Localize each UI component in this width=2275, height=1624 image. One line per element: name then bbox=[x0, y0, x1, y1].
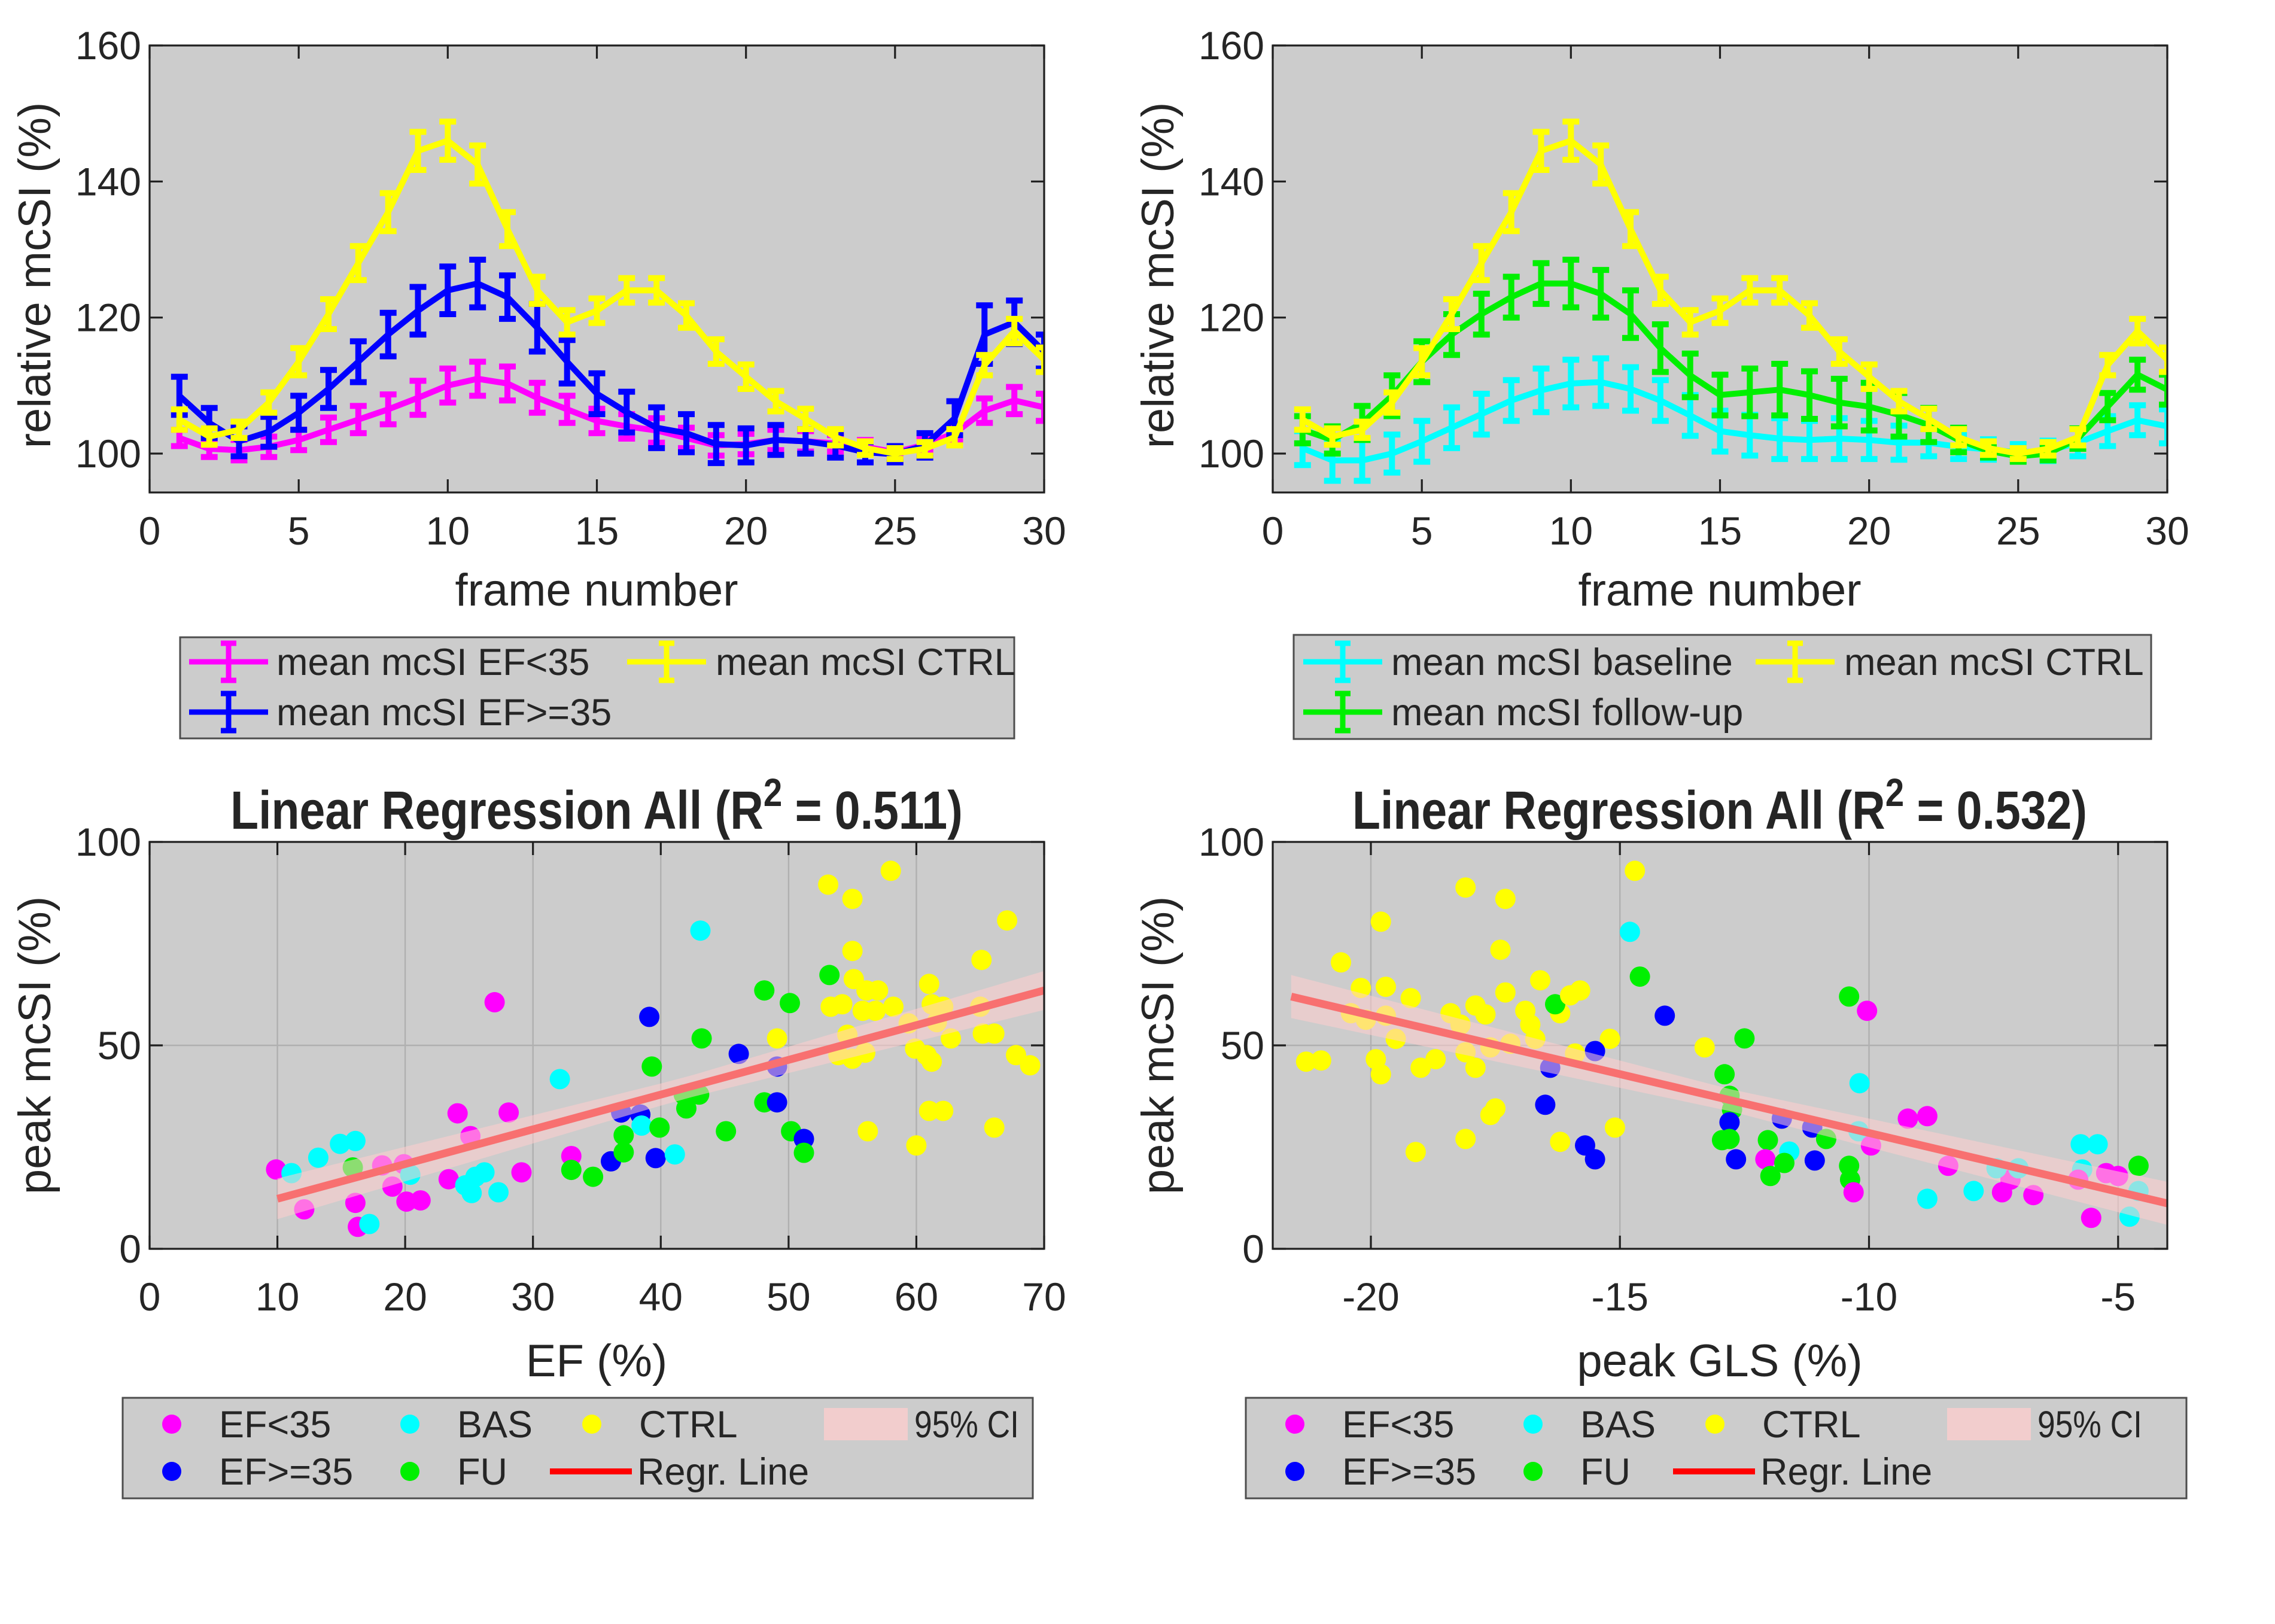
svg-text:-5: -5 bbox=[2100, 1275, 2136, 1319]
svg-text:EF (%): EF (%) bbox=[526, 1336, 667, 1386]
svg-text:EF>=35: EF>=35 bbox=[1342, 1451, 1476, 1493]
svg-text:30: 30 bbox=[511, 1275, 555, 1319]
svg-text:peak mcSI (%): peak mcSI (%) bbox=[1133, 896, 1184, 1194]
svg-text:Linear Regression All (R2 = 0.: Linear Regression All (R2 = 0.532) bbox=[1352, 771, 2087, 840]
svg-text:60: 60 bbox=[895, 1275, 938, 1319]
svg-text:30: 30 bbox=[2145, 509, 2189, 553]
svg-text:Linear Regression All (R2 = 0.: Linear Regression All (R2 = 0.511) bbox=[230, 771, 963, 840]
svg-text:mean mcSI CTRL: mean mcSI CTRL bbox=[716, 641, 1015, 683]
svg-text:100: 100 bbox=[75, 820, 141, 864]
svg-text:0: 0 bbox=[1242, 1227, 1264, 1271]
svg-text:CTRL: CTRL bbox=[639, 1404, 738, 1446]
svg-text:frame number: frame number bbox=[1578, 565, 1861, 616]
svg-text:Regr. Line: Regr. Line bbox=[637, 1451, 809, 1493]
svg-text:relative mcSI (%): relative mcSI (%) bbox=[10, 102, 60, 449]
svg-text:140: 140 bbox=[75, 159, 141, 203]
svg-text:20: 20 bbox=[724, 509, 768, 553]
svg-text:95% CI: 95% CI bbox=[2037, 1404, 2142, 1446]
svg-text:0: 0 bbox=[139, 509, 161, 553]
svg-text:BAS: BAS bbox=[1580, 1404, 1656, 1446]
svg-text:mean mcSI follow-up: mean mcSI follow-up bbox=[1391, 692, 1743, 734]
svg-text:10: 10 bbox=[426, 509, 470, 553]
svg-text:15: 15 bbox=[575, 509, 619, 553]
svg-text:Regr. Line: Regr. Line bbox=[1760, 1451, 1932, 1493]
svg-text:-20: -20 bbox=[1342, 1275, 1399, 1319]
svg-text:120: 120 bbox=[75, 296, 141, 340]
svg-text:mean mcSI EF>=35: mean mcSI EF>=35 bbox=[276, 692, 612, 734]
svg-text:0: 0 bbox=[1262, 509, 1284, 553]
svg-text:relative mcSI (%): relative mcSI (%) bbox=[1133, 102, 1184, 449]
svg-text:10: 10 bbox=[256, 1275, 299, 1319]
svg-text:50: 50 bbox=[767, 1275, 810, 1319]
svg-text:mean mcSI baseline: mean mcSI baseline bbox=[1391, 641, 1733, 683]
svg-text:25: 25 bbox=[873, 509, 917, 553]
svg-text:BAS: BAS bbox=[457, 1404, 533, 1446]
svg-text:15: 15 bbox=[1698, 509, 1742, 553]
svg-text:peak GLS (%): peak GLS (%) bbox=[1577, 1336, 1862, 1386]
svg-text:FU: FU bbox=[457, 1451, 507, 1493]
svg-text:160: 160 bbox=[1199, 23, 1264, 68]
svg-text:mean mcSI EF<35: mean mcSI EF<35 bbox=[276, 641, 589, 683]
svg-text:10: 10 bbox=[1549, 509, 1593, 553]
svg-text:100: 100 bbox=[1199, 431, 1264, 476]
svg-text:-10: -10 bbox=[1841, 1275, 1897, 1319]
svg-text:5: 5 bbox=[288, 509, 310, 553]
svg-text:40: 40 bbox=[639, 1275, 683, 1319]
svg-text:0: 0 bbox=[119, 1227, 141, 1271]
svg-text:EF<35: EF<35 bbox=[1342, 1404, 1454, 1446]
svg-text:30: 30 bbox=[1022, 509, 1066, 553]
svg-text:95% CI: 95% CI bbox=[914, 1404, 1019, 1446]
svg-text:25: 25 bbox=[1996, 509, 2040, 553]
svg-text:-15: -15 bbox=[1592, 1275, 1649, 1319]
svg-text:5: 5 bbox=[1411, 509, 1433, 553]
svg-text:100: 100 bbox=[1199, 820, 1264, 864]
svg-text:mean mcSI CTRL: mean mcSI CTRL bbox=[1844, 641, 2144, 683]
svg-text:20: 20 bbox=[383, 1275, 427, 1319]
svg-text:CTRL: CTRL bbox=[1762, 1404, 1861, 1446]
svg-text:peak mcSI (%): peak mcSI (%) bbox=[10, 896, 60, 1194]
svg-text:EF<35: EF<35 bbox=[219, 1404, 331, 1446]
svg-text:140: 140 bbox=[1199, 159, 1264, 203]
svg-text:50: 50 bbox=[1221, 1023, 1264, 1068]
svg-text:20: 20 bbox=[1847, 509, 1891, 553]
svg-text:0: 0 bbox=[139, 1275, 161, 1319]
svg-text:100: 100 bbox=[75, 431, 141, 476]
svg-text:120: 120 bbox=[1199, 296, 1264, 340]
svg-text:FU: FU bbox=[1580, 1451, 1631, 1493]
svg-text:EF>=35: EF>=35 bbox=[219, 1451, 353, 1493]
svg-text:frame number: frame number bbox=[455, 565, 738, 616]
svg-text:70: 70 bbox=[1022, 1275, 1066, 1319]
svg-text:50: 50 bbox=[98, 1023, 141, 1068]
svg-text:160: 160 bbox=[75, 23, 141, 68]
